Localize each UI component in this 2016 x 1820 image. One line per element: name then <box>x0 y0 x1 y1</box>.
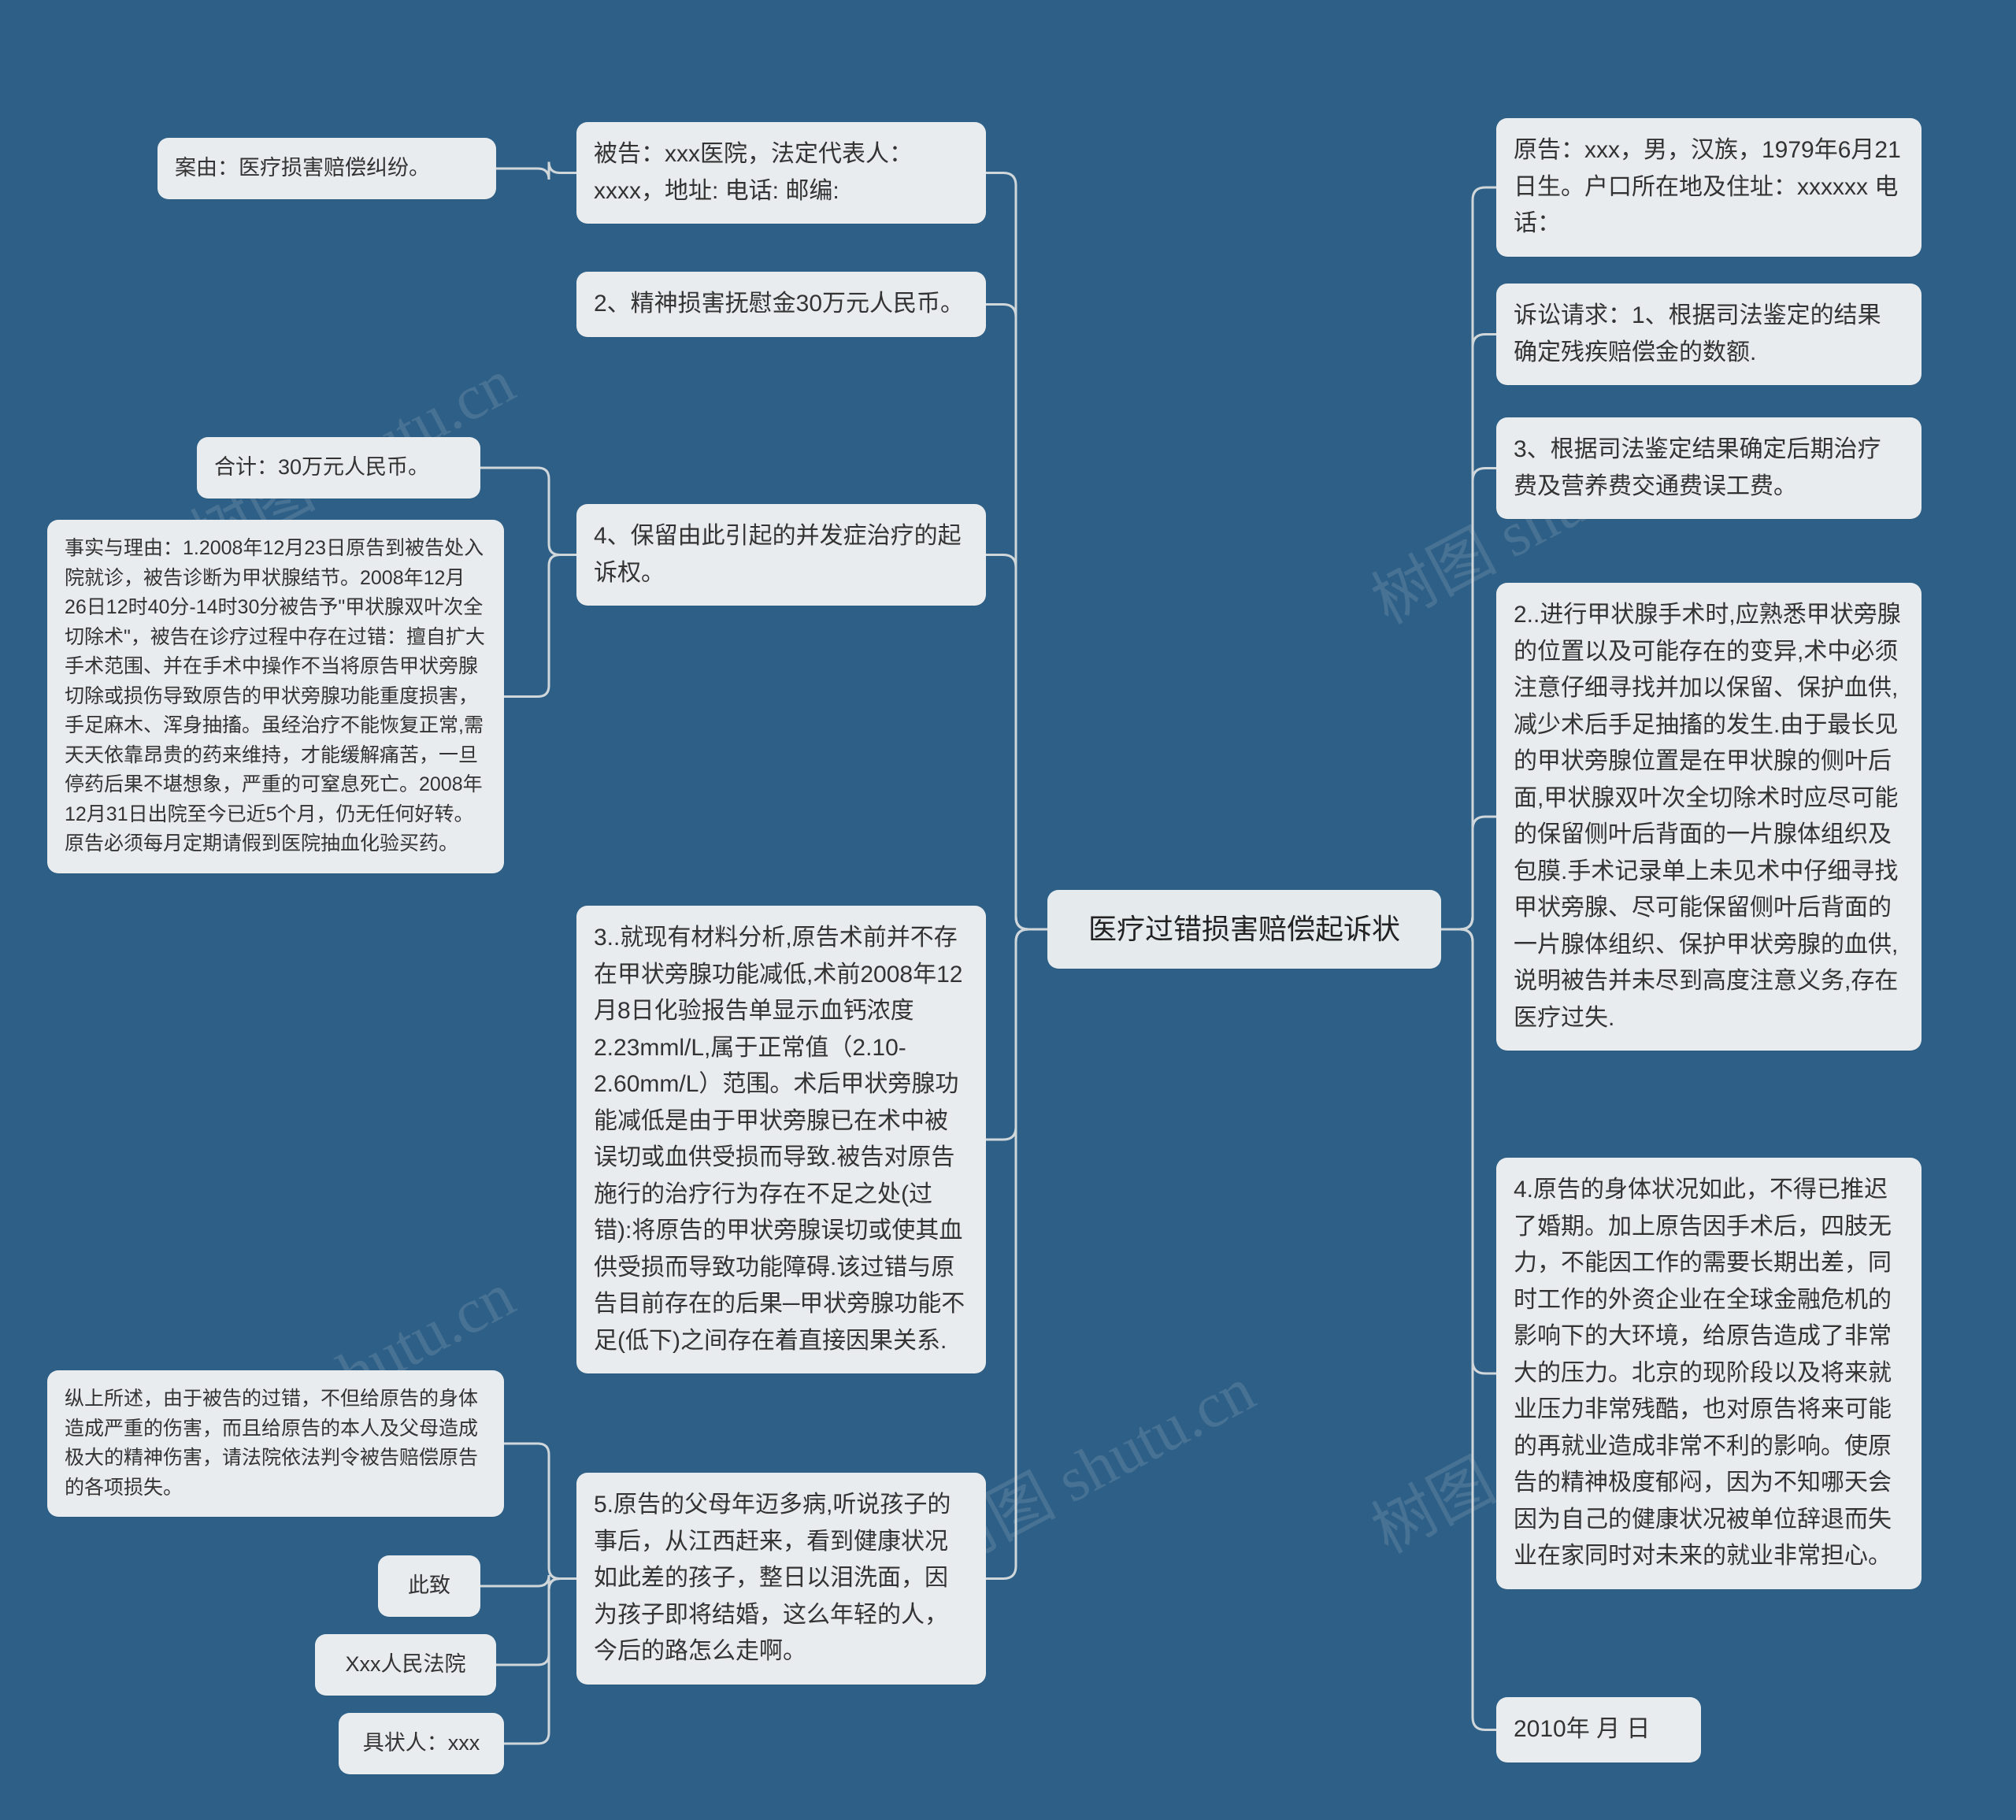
node-total: 合计：30万元人民币。 <box>197 437 480 499</box>
node-claim3: 3、根据司法鉴定结果确定后期治疗费及营养费交通费误工费。 <box>1496 417 1922 519</box>
node-date: 2010年 月 日 <box>1496 1697 1701 1763</box>
node-summary: 纵上所述，由于被告的过错，不但给原告的身体造成严重的伤害，而且给原告的本人及父母… <box>47 1370 504 1517</box>
node-fact2: 2..进行甲状腺手术时,应熟悉甲状旁腺的位置以及可能存在的变异,术中必须注意仔细… <box>1496 583 1922 1051</box>
root-node: 医疗过错损害赔偿起诉状 <box>1047 890 1441 969</box>
node-court: Xxx人民法院 <box>315 1634 496 1696</box>
node-cause: 案由：医疗损害赔偿纠纷。 <box>158 138 496 199</box>
node-cizhi: 此致 <box>378 1555 480 1617</box>
node-fact1: 事实与理由：1.2008年12月23日原告到被告处入院就诊，被告诊断为甲状腺结节… <box>47 520 504 873</box>
node-fact4: 4.原告的身体状况如此，不得已推迟了婚期。加上原告因手术后，四肢无力，不能因工作… <box>1496 1158 1922 1589</box>
node-defendant: 被告：xxx医院，法定代表人：xxxx，地址: 电话: 邮编: <box>576 122 986 224</box>
node-fact5: 5.原告的父母年迈多病,听说孩子的事后，从江西赶来，看到健康状况如此差的孩子，整… <box>576 1473 986 1685</box>
node-signature: 具状人：xxx <box>339 1713 504 1774</box>
node-claim4: 4、保留由此引起的并发症治疗的起诉权。 <box>576 504 986 606</box>
node-fact3: 3..就现有材料分析,原告术前并不存在甲状旁腺功能减低,术前2008年12月8日… <box>576 906 986 1373</box>
node-claim1: 诉讼请求：1、根据司法鉴定的结果确定残疾赔偿金的数额. <box>1496 284 1922 385</box>
node-claim2: 2、精神损害抚慰金30万元人民币。 <box>576 272 986 337</box>
node-plaintiff: 原告：xxx，男，汉族，1979年6月21日生。户口所在地及住址：xxxxxx … <box>1496 118 1922 257</box>
